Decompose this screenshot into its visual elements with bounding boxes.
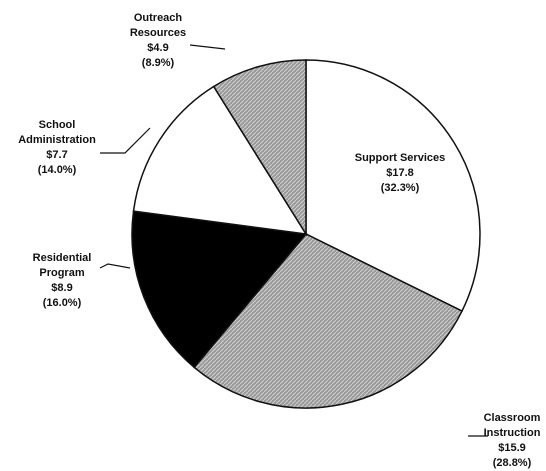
pie-slice [212, 59, 307, 237]
slice-label: Support Services [355, 152, 445, 164]
pie-slice [305, 59, 481, 313]
amount-label: $15.9 [498, 442, 526, 454]
percent-label: (8.9%) [142, 57, 175, 69]
percent-label: (16.0%) [43, 297, 82, 309]
slice-label: Classroom [484, 412, 541, 424]
leader-line [100, 127, 151, 154]
slice-label: Program [39, 267, 84, 279]
pie-slice [193, 233, 464, 409]
percent-label: (14.0%) [38, 164, 77, 176]
slice-label: Administration [18, 134, 96, 146]
pie-slice [132, 85, 308, 235]
slice-label: School [39, 119, 76, 131]
percent-label: (28.8%) [493, 457, 532, 469]
amount-label: $17.8 [386, 167, 414, 179]
amount-label: $4.9 [147, 42, 168, 54]
slice-label: Instruction [484, 427, 541, 439]
leader-line [99, 263, 131, 269]
amount-label: $8.9 [51, 282, 72, 294]
amount-label: $7.7 [46, 149, 67, 161]
pie [131, 59, 481, 409]
slice-label: Outreach [134, 12, 183, 24]
slice-label: Resources [130, 27, 186, 39]
percent-label: (32.3%) [381, 182, 420, 194]
leader-line [189, 44, 226, 50]
pie-slice [131, 210, 308, 369]
slice-label: Residential [33, 252, 92, 264]
